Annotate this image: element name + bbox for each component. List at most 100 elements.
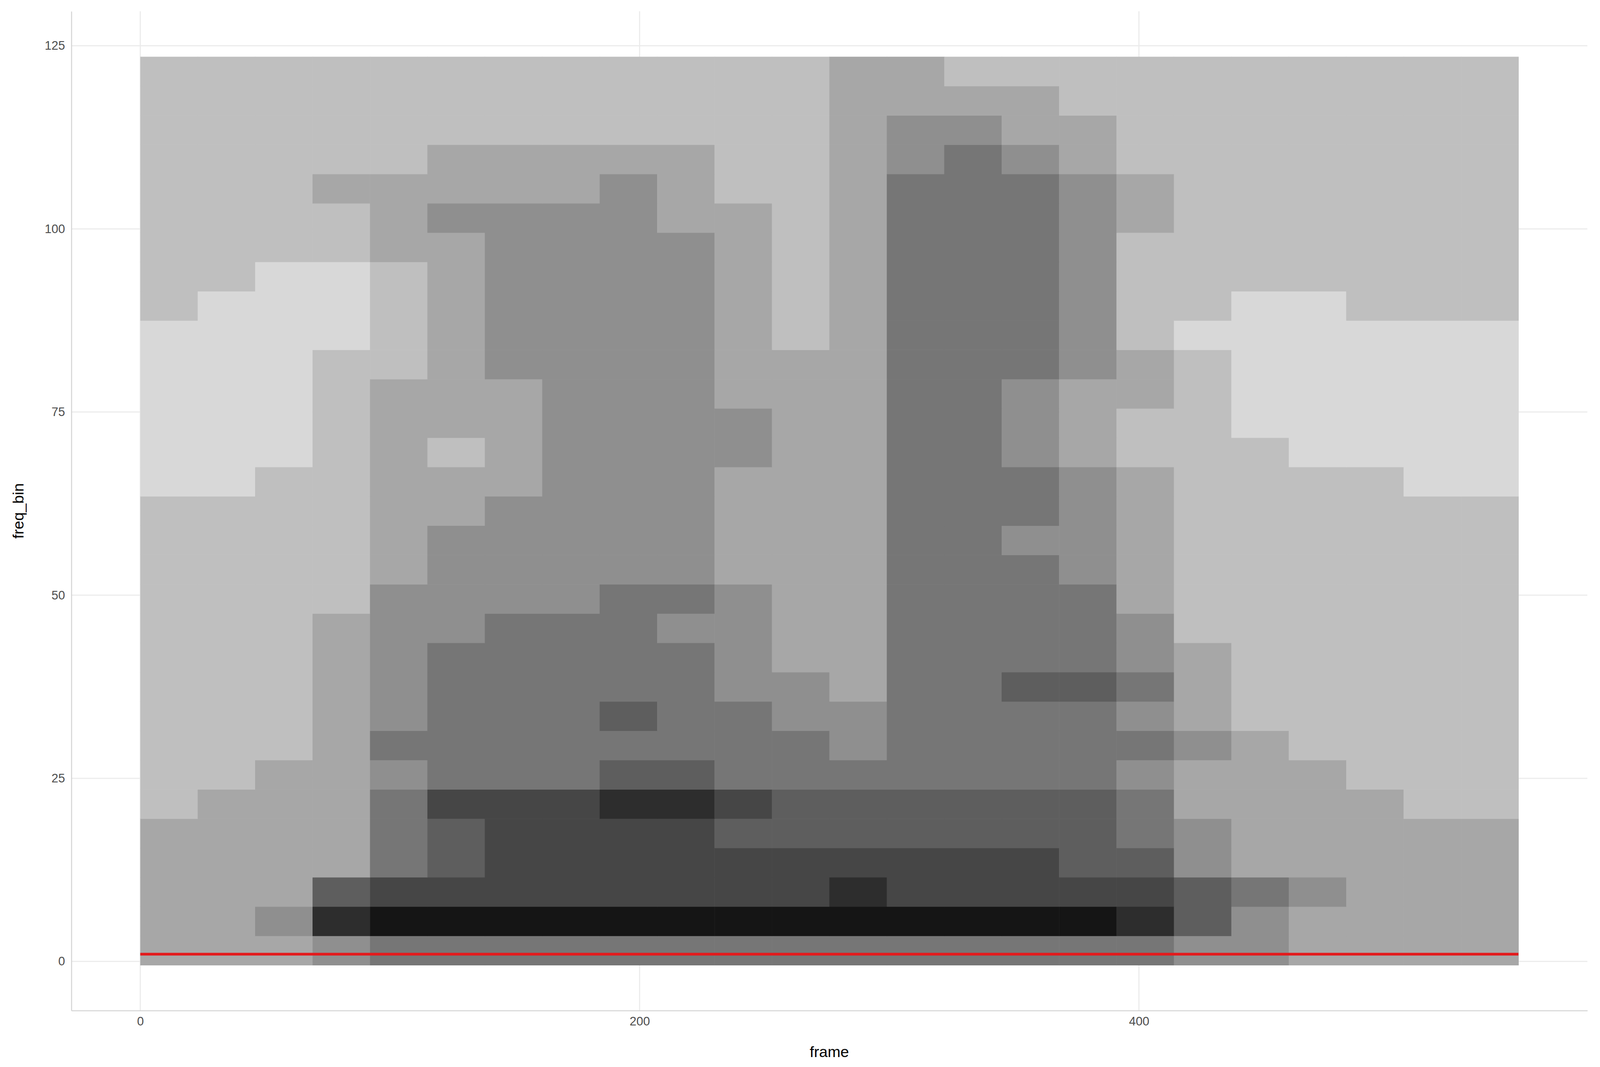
heatmap-cell bbox=[255, 906, 313, 936]
heatmap-cell bbox=[1403, 56, 1462, 87]
y-axis-line bbox=[71, 11, 73, 1011]
heatmap-cell bbox=[714, 583, 773, 614]
heatmap-cell bbox=[1001, 847, 1060, 877]
heatmap-cell bbox=[542, 144, 601, 174]
heatmap-cell bbox=[829, 583, 888, 614]
heatmap-cell bbox=[197, 378, 256, 409]
heatmap-cell bbox=[1288, 730, 1347, 761]
heatmap-cell bbox=[1058, 818, 1117, 848]
heatmap-cell bbox=[886, 671, 945, 702]
heatmap-cell bbox=[714, 144, 773, 174]
heatmap-cell bbox=[771, 583, 830, 614]
heatmap-cell bbox=[829, 496, 888, 526]
heatmap-cell bbox=[886, 554, 945, 584]
heatmap-cell bbox=[485, 203, 543, 233]
heatmap-cell bbox=[1116, 232, 1175, 262]
heatmap-cell bbox=[1116, 496, 1175, 526]
heatmap-cell bbox=[197, 583, 256, 614]
heatmap-cell bbox=[1403, 408, 1462, 438]
heatmap-cell bbox=[255, 85, 313, 116]
heatmap-cell bbox=[255, 203, 313, 233]
heatmap-cell bbox=[312, 144, 371, 174]
heatmap-cell bbox=[1173, 935, 1232, 966]
heatmap-cell bbox=[312, 788, 371, 819]
heatmap-cell bbox=[1058, 115, 1117, 145]
heatmap-cell bbox=[1288, 496, 1347, 526]
heatmap-cell bbox=[829, 642, 888, 672]
heatmap-cell bbox=[1001, 935, 1060, 966]
heatmap-cell bbox=[657, 466, 715, 497]
heatmap-cell bbox=[542, 730, 601, 761]
heatmap-cell bbox=[599, 525, 658, 555]
heatmap-cell bbox=[542, 788, 601, 819]
heatmap-cell bbox=[944, 173, 1003, 204]
heatmap-cell bbox=[1403, 554, 1462, 584]
heatmap-cell bbox=[255, 408, 313, 438]
heatmap-cell bbox=[1403, 144, 1462, 174]
heatmap-cell bbox=[1288, 232, 1347, 262]
heatmap-cell bbox=[1116, 906, 1175, 936]
heatmap-cell bbox=[829, 349, 888, 379]
heatmap-cell bbox=[1173, 290, 1232, 321]
heatmap-cell bbox=[1173, 466, 1232, 497]
heatmap-cell bbox=[485, 56, 543, 87]
heatmap-cell bbox=[599, 261, 658, 292]
heatmap-cell bbox=[427, 876, 486, 907]
heatmap-cell bbox=[1116, 642, 1175, 672]
heatmap-cell bbox=[1173, 173, 1232, 204]
heatmap-cell bbox=[369, 466, 428, 497]
heatmap-cell bbox=[312, 613, 371, 643]
heatmap-cell bbox=[714, 847, 773, 877]
heatmap-cell bbox=[427, 378, 486, 409]
heatmap-cell bbox=[714, 115, 773, 145]
heatmap-cell bbox=[944, 613, 1003, 643]
heatmap-cell bbox=[657, 759, 715, 789]
heatmap-cell bbox=[1346, 496, 1405, 526]
heatmap-cell bbox=[1288, 437, 1347, 467]
heatmap-cell bbox=[1288, 203, 1347, 233]
heatmap-cell bbox=[542, 408, 601, 438]
heatmap-cell bbox=[1288, 554, 1347, 584]
heatmap-cell bbox=[944, 203, 1003, 233]
heatmap-cell bbox=[1460, 935, 1519, 966]
heatmap-cell bbox=[1346, 935, 1405, 966]
heatmap-cell bbox=[829, 203, 888, 233]
heatmap-cell bbox=[1346, 613, 1405, 643]
heatmap-cell bbox=[599, 818, 658, 848]
heatmap-cell bbox=[599, 173, 658, 204]
heatmap-cell bbox=[485, 496, 543, 526]
heatmap-cell bbox=[1231, 437, 1290, 467]
heatmap-cell bbox=[197, 144, 256, 174]
heatmap-cell bbox=[944, 671, 1003, 702]
heatmap-cell bbox=[944, 847, 1003, 877]
heatmap-cell bbox=[771, 203, 830, 233]
heatmap-cell bbox=[1231, 466, 1290, 497]
heatmap-cell bbox=[1460, 437, 1519, 467]
heatmap-cell bbox=[369, 818, 428, 848]
heatmap-cell bbox=[369, 408, 428, 438]
heatmap-cell bbox=[255, 730, 313, 761]
heatmap-cell bbox=[427, 290, 486, 321]
heatmap-cell bbox=[1460, 320, 1519, 350]
heatmap-cell bbox=[771, 466, 830, 497]
heatmap-cell bbox=[599, 671, 658, 702]
heatmap-cell bbox=[197, 730, 256, 761]
heatmap-cell bbox=[140, 56, 199, 87]
heatmap-cell bbox=[1116, 349, 1175, 379]
heatmap-cell bbox=[1460, 408, 1519, 438]
heatmap-cell bbox=[485, 554, 543, 584]
heatmap-cell bbox=[1231, 349, 1290, 379]
heatmap-cell bbox=[312, 349, 371, 379]
heatmap-cell bbox=[714, 496, 773, 526]
heatmap-cell bbox=[542, 701, 601, 731]
heatmap-cell bbox=[657, 935, 715, 966]
heatmap-cell bbox=[599, 583, 658, 614]
heatmap-cell bbox=[829, 906, 888, 936]
heatmap-cell bbox=[771, 408, 830, 438]
heatmap-cell bbox=[1001, 583, 1060, 614]
heatmap-cell bbox=[1173, 613, 1232, 643]
heatmap-cell bbox=[1001, 496, 1060, 526]
heatmap-cell bbox=[829, 554, 888, 584]
heatmap-cell bbox=[1231, 496, 1290, 526]
heatmap-cell bbox=[312, 408, 371, 438]
